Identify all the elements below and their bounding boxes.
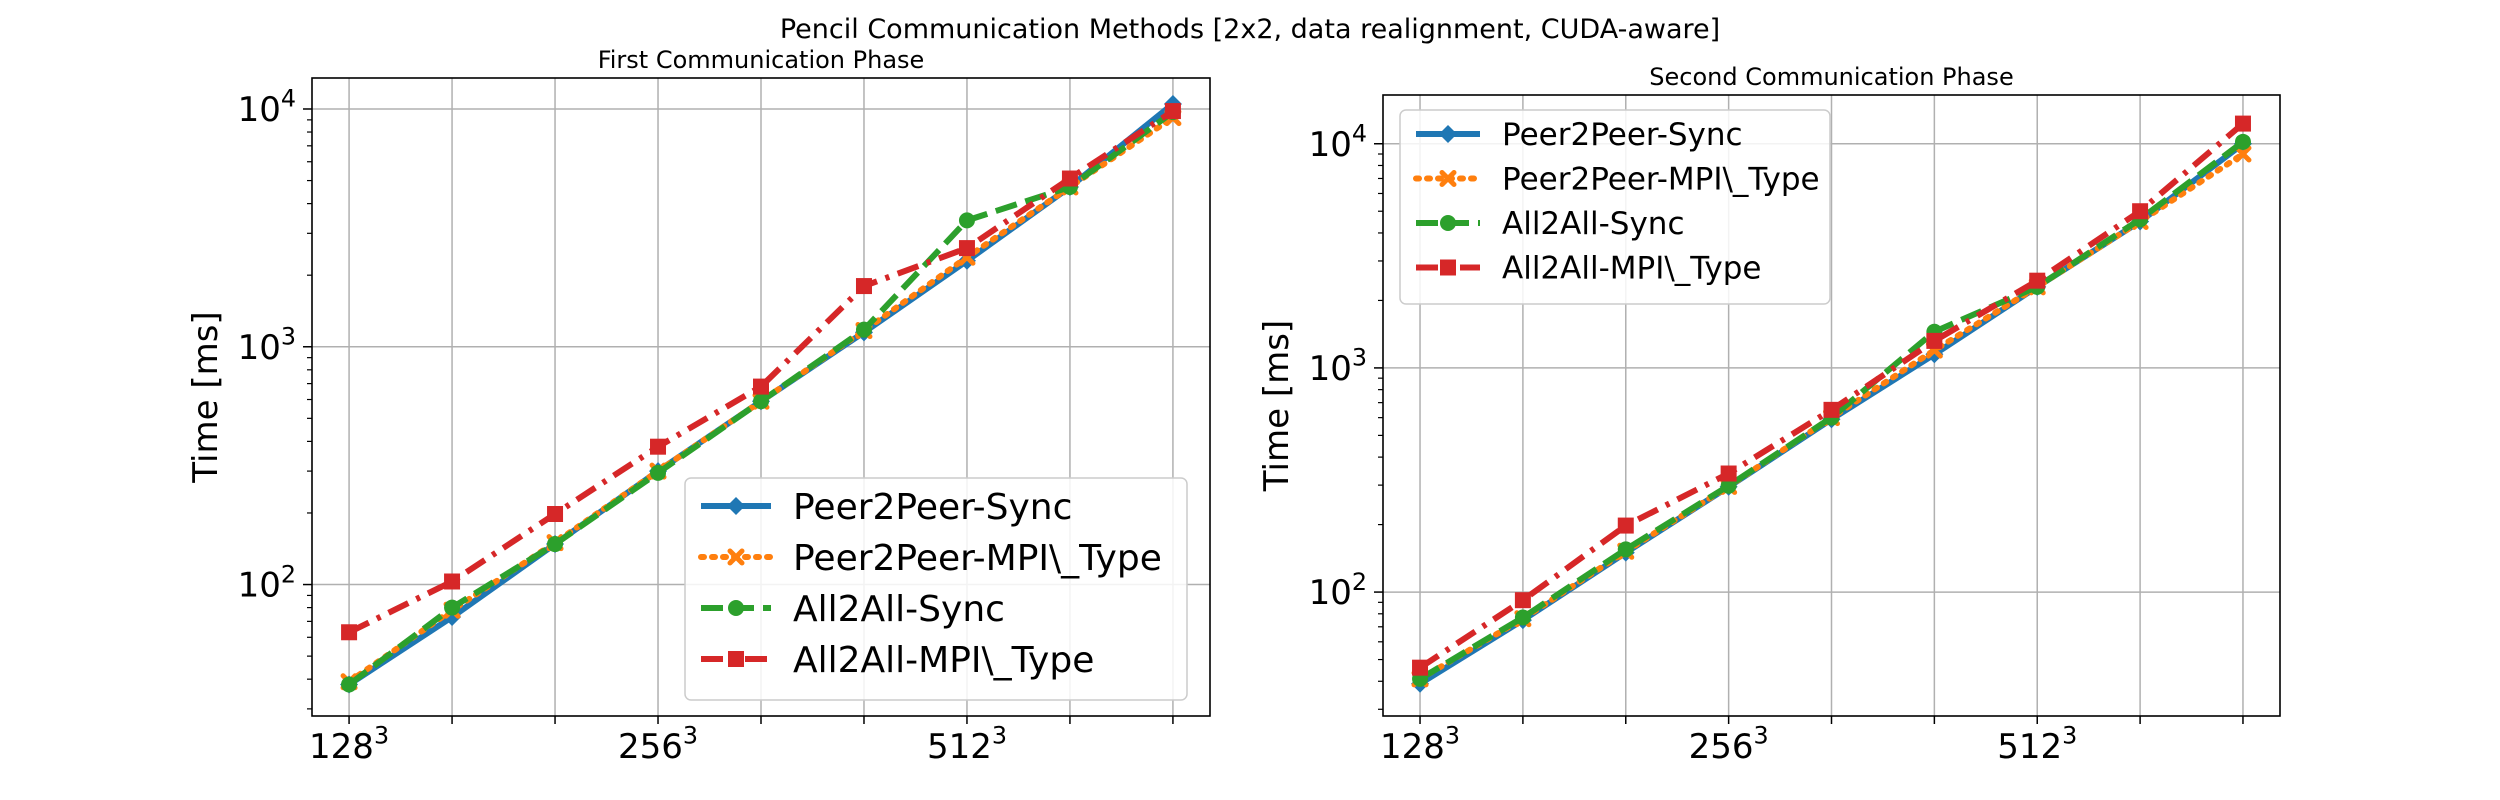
data-point-2-0 — [341, 676, 358, 693]
y-tick-label: 103 — [238, 322, 296, 367]
data-point-2-2 — [547, 536, 564, 553]
data-point-2-4 — [753, 393, 769, 410]
data-point-2-8 — [2234, 133, 2251, 150]
legend-marker-2 — [728, 600, 744, 616]
legend-box — [684, 477, 1188, 701]
series-line-2 — [1418, 139, 2245, 682]
chart-first-phase: 1283 2563 5123 102 103 104 First Communication… — [186, 46, 1211, 767]
legend-label-2: All2All-Sync — [1502, 206, 1685, 242]
data-point-3-3 — [1720, 465, 1737, 482]
data-point-3-7 — [2132, 203, 2149, 220]
data-point-3-0 — [1412, 659, 1429, 676]
data-point-3-6 — [958, 240, 975, 257]
data-point-3-2 — [547, 506, 564, 523]
x-tick-label: 1283 — [309, 722, 389, 767]
data-point-2-2 — [1617, 541, 1634, 558]
legend-label-2: All2All-Sync — [793, 589, 1005, 630]
data-point-2-1 — [1514, 609, 1531, 626]
data-point-3-6 — [2029, 272, 2046, 289]
data-point-3-4 — [1823, 401, 1840, 418]
chart-title: Second Communication Phase — [1649, 63, 2013, 91]
data-point-1-8 — [2234, 145, 2252, 163]
legend-marker-3 — [728, 651, 744, 667]
data-point-3-2 — [1617, 517, 1634, 534]
legend-label-1: Peer2Peer-MPI\_Type — [793, 538, 1162, 579]
data-point-3-7 — [1061, 170, 1078, 187]
x-tick-label: 2563 — [1689, 722, 1769, 767]
data-point-2-5 — [855, 321, 872, 338]
legend-box — [1399, 109, 1831, 305]
data-point-2-3 — [650, 464, 667, 481]
data-point-3-1 — [444, 573, 461, 590]
legend-label-3: All2All-MPI\_Type — [793, 640, 1094, 681]
chart-second-phase: 1283 2563 5123 102 103 104 Second Communicatio… — [1257, 63, 2281, 767]
y-tick-label: 104 — [238, 85, 296, 130]
y-axis-label: Time [ms] — [1257, 320, 1297, 492]
y-tick-label: 102 — [238, 560, 296, 605]
legend-marker-0 — [727, 497, 745, 515]
legend-marker-1 — [727, 548, 745, 566]
data-point-3-1 — [1514, 592, 1531, 609]
legend: Peer2Peer-Sync Peer2Peer-MPI\_Type All2All… — [1399, 109, 1831, 305]
x-tick-label: 1283 — [1380, 722, 1460, 767]
axes-frame — [1382, 94, 2281, 717]
axes-frame — [311, 77, 1211, 717]
x-tick-label: 5123 — [927, 722, 1007, 767]
x-tick-label: 5123 — [1997, 722, 2077, 767]
data-point-3-0 — [341, 624, 358, 641]
y-tick-label: 103 — [1309, 344, 1367, 389]
legend-marker-3 — [1440, 259, 1456, 276]
data-point-2-6 — [958, 212, 975, 229]
y-tick-label: 104 — [1309, 119, 1367, 164]
data-point-3-4 — [753, 378, 769, 395]
legend-marker-1 — [1439, 170, 1457, 187]
legend-label-0: Peer2Peer-Sync — [1502, 117, 1743, 153]
legend-marker-2 — [1440, 215, 1456, 231]
data-point-3-5 — [855, 278, 872, 295]
legend-marker-0 — [1439, 125, 1457, 143]
y-axis-label: Time [ms] — [186, 311, 226, 483]
legend-label-1: Peer2Peer-MPI\_Type — [1502, 162, 1820, 198]
x-tick-label: 2563 — [618, 722, 698, 767]
legend: Peer2Peer-Sync Peer2Peer-MPI\_Type All2All… — [684, 477, 1188, 701]
data-point-2-3 — [1720, 477, 1737, 494]
data-point-2-1 — [444, 599, 461, 616]
figure-suptitle: Pencil Communication Methods [2x2, data … — [780, 14, 1720, 45]
chart-title: First Communication Phase — [598, 46, 925, 74]
legend-label-3: All2All-MPI\_Type — [1502, 251, 1762, 287]
data-point-3-3 — [650, 438, 667, 455]
legend-label-0: Peer2Peer-Sync — [793, 487, 1072, 528]
data-point-3-5 — [1926, 332, 1943, 349]
data-point-3-8 — [1164, 103, 1181, 120]
y-tick-label: 102 — [1309, 568, 1367, 613]
data-point-3-8 — [2234, 115, 2251, 132]
